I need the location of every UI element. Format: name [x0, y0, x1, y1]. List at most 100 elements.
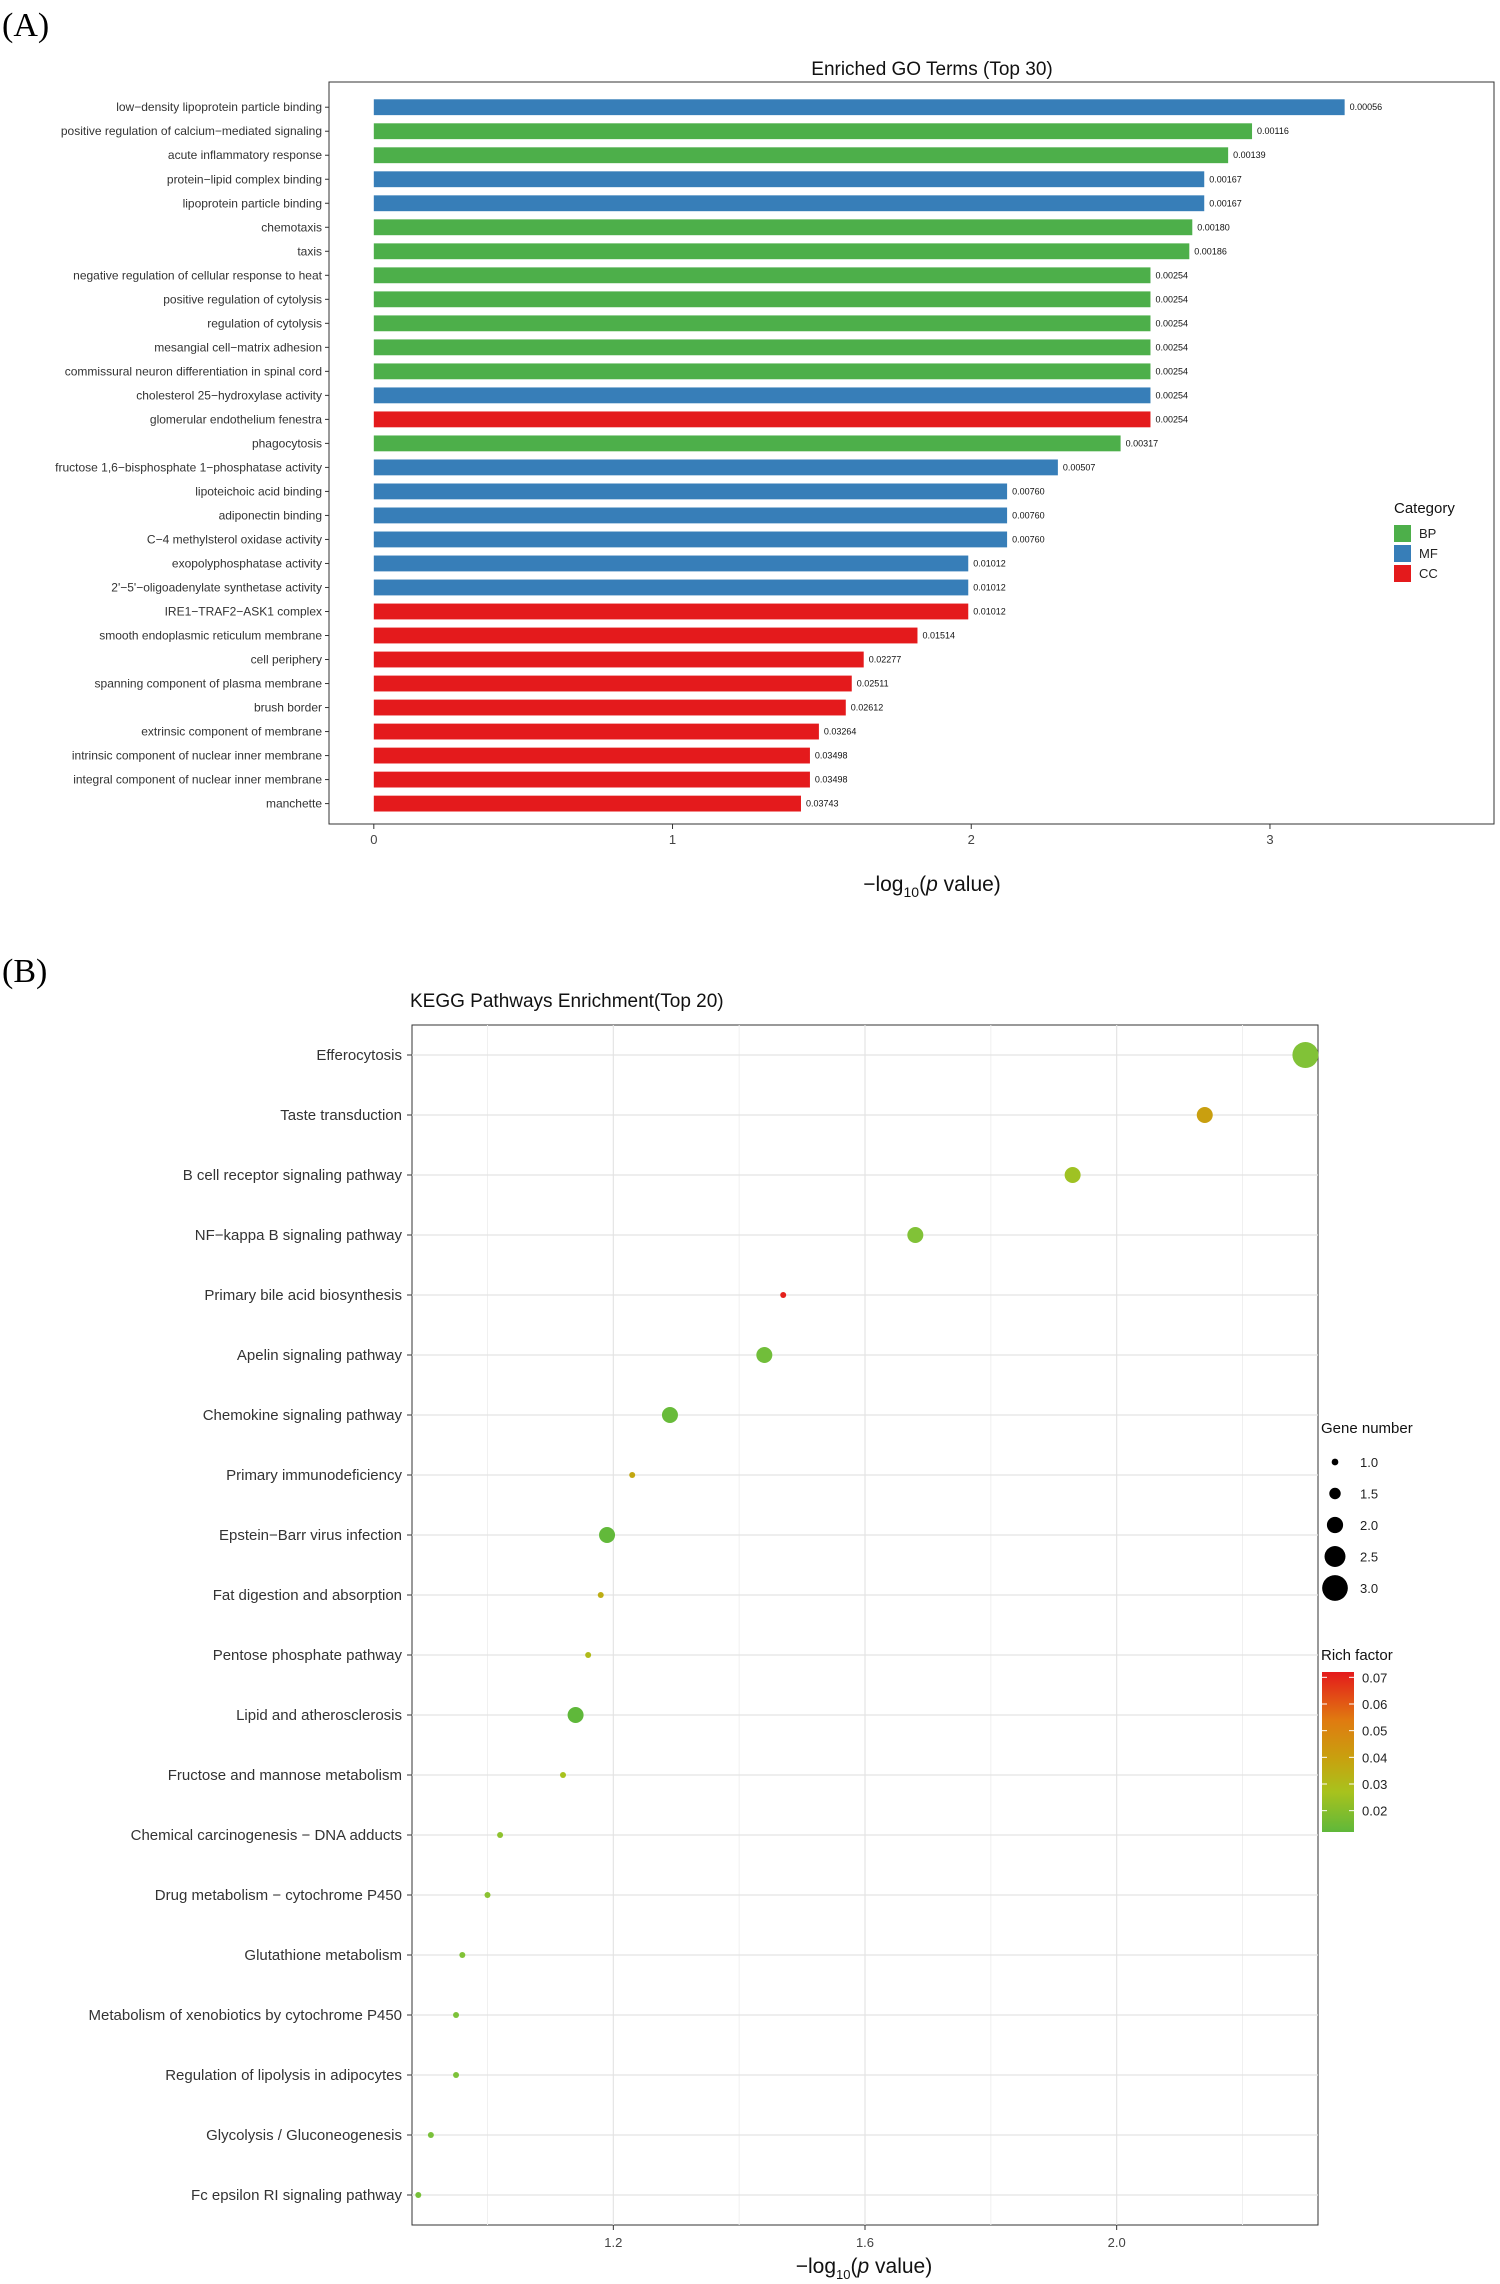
go-bar — [373, 123, 1253, 140]
go-bar — [373, 339, 1151, 356]
go-term-label: spanning component of plasma membrane — [95, 677, 323, 691]
go-bar-pvalue-label: 0.01514 — [922, 630, 955, 640]
go-bar-pvalue-label: 0.02612 — [851, 703, 884, 713]
rich-legend-label: 0.02 — [1362, 1804, 1387, 1819]
kegg-point — [585, 1652, 592, 1658]
go-bar-pvalue-label: 0.00254 — [1155, 318, 1188, 328]
go-bar-pvalue-label: 0.00760 — [1012, 510, 1045, 520]
go-bar-pvalue-label: 0.01012 — [973, 558, 1006, 568]
kegg-pathway-label: Efferocytosis — [316, 1047, 402, 1064]
kegg-x-label-rest: value) — [869, 2255, 932, 2278]
go-bar-pvalue-label: 0.02511 — [857, 679, 889, 689]
go-bar-pvalue-label: 0.00760 — [1012, 486, 1045, 496]
go-bar — [373, 411, 1151, 428]
rich-factor-colorbar — [1322, 1672, 1354, 1832]
go-term-label: acute inflammatory response — [168, 148, 322, 162]
kegg-pathway-labels: Efferocytosis Taste transduction B cell re… — [89, 1047, 412, 2204]
go-bar-pvalue-label: 0.00254 — [1155, 342, 1188, 352]
gene-legend-dot — [1329, 1487, 1341, 1500]
go-x-label-p: p — [925, 873, 938, 896]
go-term-label: protein−lipid complex binding — [167, 172, 322, 186]
go-term-label: intrinsic component of nuclear inner mem… — [72, 749, 322, 763]
kegg-chart-title: KEGG Pathways Enrichment(Top 20) — [410, 991, 724, 1012]
go-x-tick-label: 2 — [968, 832, 975, 847]
go-bar-pvalue-label: 0.00317 — [1126, 438, 1159, 448]
go-x-label-main: −log — [863, 873, 903, 896]
go-chart-title: Enriched GO Terms (Top 30) — [811, 59, 1052, 80]
go-bar-pvalue-label: 0.01012 — [973, 582, 1006, 592]
kegg-point — [415, 2192, 422, 2198]
kegg-pathway-label: Fructose and mannose metabolism — [168, 1767, 402, 1784]
kegg-point — [1064, 1167, 1081, 1183]
go-bar-pvalue-label: 0.00116 — [1257, 126, 1289, 136]
go-term-label: mesangial cell−matrix adhesion — [154, 340, 322, 354]
go-x-axis-title: −log10(p value) — [863, 873, 1001, 900]
go-legend-swatch-mf — [1394, 545, 1411, 562]
gene-legend-label: 2.5 — [1360, 1550, 1378, 1565]
kegg-x-axis: 1.2 1.6 2.0 — [604, 2225, 1126, 2250]
go-plot-border — [328, 81, 1495, 825]
kegg-pathway-label: Metabolism of xenobiotics by cytochrome … — [89, 2007, 402, 2024]
go-bar — [373, 435, 1121, 452]
go-term-label: positive regulation of calcium−mediated … — [61, 124, 322, 138]
go-bar — [373, 603, 969, 620]
go-bar — [373, 171, 1205, 188]
go-term-label: phagocytosis — [252, 436, 322, 450]
go-bar — [373, 531, 1008, 548]
go-legend-title: Category — [1394, 500, 1455, 517]
go-term-label: commissural neuron differentiation in sp… — [65, 364, 322, 378]
go-term-label: taxis — [297, 244, 322, 258]
rich-legend-label: 0.07 — [1362, 1670, 1387, 1685]
go-bar — [373, 723, 819, 740]
go-term-label: adiponectin binding — [219, 508, 322, 522]
go-bar — [373, 507, 1008, 524]
kegg-point — [484, 1892, 491, 1898]
go-term-label: integral component of nuclear inner memb… — [73, 773, 322, 787]
go-bar — [373, 315, 1151, 332]
go-term-label: extrinsic component of membrane — [141, 725, 322, 739]
go-term-label: positive regulation of cytolysis — [163, 292, 322, 306]
go-x-label-sub: 10 — [904, 884, 920, 900]
go-bar — [373, 99, 1345, 116]
kegg-point — [427, 2132, 434, 2138]
gene-legend-label: 2.0 — [1360, 1518, 1378, 1533]
panel-a: (A) Enriched GO Terms (Top 30) 0.00056 lo… — [2, 7, 1495, 900]
kegg-x-label-main: −log — [796, 2255, 836, 2278]
go-x-axis: 0 1 2 3 — [370, 824, 1274, 847]
go-term-label: C−4 methylsterol oxidase activity — [147, 532, 322, 546]
kegg-gridlines — [412, 1025, 1318, 2225]
go-bar-pvalue-label: 0.00254 — [1155, 294, 1188, 304]
kegg-pathway-label: Taste transduction — [280, 1107, 402, 1124]
go-bar — [373, 363, 1151, 380]
panel-label-b: (B) — [2, 953, 47, 990]
go-term-label: cell periphery — [251, 653, 322, 667]
go-term-label: chemotaxis — [261, 220, 322, 234]
kegg-x-tick-label: 1.2 — [604, 2235, 622, 2250]
kegg-point — [560, 1772, 566, 1778]
go-bar — [373, 771, 810, 788]
kegg-x-tick-label: 2.0 — [1108, 2235, 1126, 2250]
go-bar — [373, 483, 1008, 500]
go-bar — [373, 675, 852, 692]
kegg-point — [629, 1472, 636, 1478]
kegg-pathway-label: Lipid and atherosclerosis — [236, 1707, 402, 1724]
kegg-pathway-label: Primary bile acid biosynthesis — [204, 1287, 402, 1304]
go-term-label: lipoprotein particle binding — [183, 196, 322, 210]
go-term-label: lipoteichoic acid binding — [195, 484, 322, 498]
kegg-point — [497, 1832, 504, 1838]
go-bar — [373, 387, 1151, 404]
kegg-x-axis-title: −log10(p value) — [796, 2255, 932, 2282]
kegg-point — [1292, 1042, 1319, 1068]
kegg-pathway-label: Regulation of lipolysis in adipocytes — [165, 2067, 402, 2084]
kegg-pathway-label: Fc epsilon RI signaling pathway — [191, 2187, 402, 2204]
go-x-tick-label: 0 — [370, 832, 377, 847]
go-term-label: exopolyphosphatase activity — [172, 556, 322, 570]
kegg-point — [599, 1527, 616, 1543]
go-bar-pvalue-label: 0.00139 — [1233, 150, 1266, 160]
go-bar — [373, 219, 1193, 236]
go-bar-pvalue-label: 0.00180 — [1197, 222, 1230, 232]
go-bar-pvalue-label: 0.00254 — [1155, 390, 1188, 400]
go-bar-pvalue-label: 0.00167 — [1209, 198, 1242, 208]
go-term-label: 2'−5'−oligoadenylate synthetase activity — [111, 580, 322, 594]
rich-legend-label: 0.06 — [1362, 1697, 1387, 1712]
